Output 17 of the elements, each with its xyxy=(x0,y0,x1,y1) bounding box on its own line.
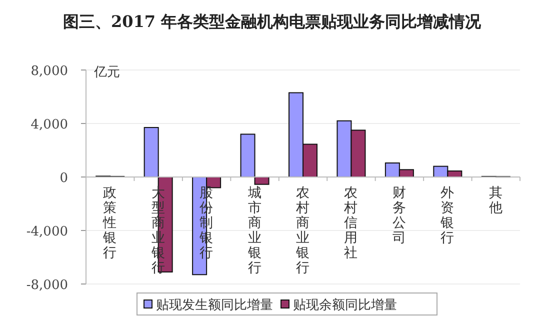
y-tick-label: -8,000 xyxy=(26,278,68,293)
chart-title: 图三、2017 年各类型金融机构电票贴现业务同比增减情况 xyxy=(62,12,482,31)
x-tick-label: 政策性银行 xyxy=(102,185,118,261)
y-tick-label: 0 xyxy=(60,171,68,186)
legend-label: 贴现发生额同比增量 xyxy=(156,298,273,313)
x-tick-label: 外资银行 xyxy=(440,185,455,246)
x-tick-label: 农村商业银行 xyxy=(295,185,310,276)
annotation: 亿元 xyxy=(93,65,120,80)
x-tick-label: 城市商业银行 xyxy=(246,185,262,276)
y-tick-label: -4,000 xyxy=(26,224,68,240)
x-tick-label: 农村信用社 xyxy=(343,185,358,261)
x-tick-label: 财务公司 xyxy=(392,185,406,246)
x-tick-label: 大型商业银行 xyxy=(150,185,166,276)
x-tick-label: 其他 xyxy=(488,185,503,216)
y-tick-label: 4,000 xyxy=(30,118,68,132)
legend-label: 贴现余额同比增量 xyxy=(293,298,397,313)
y-tick-label: 8,000 xyxy=(30,64,68,79)
